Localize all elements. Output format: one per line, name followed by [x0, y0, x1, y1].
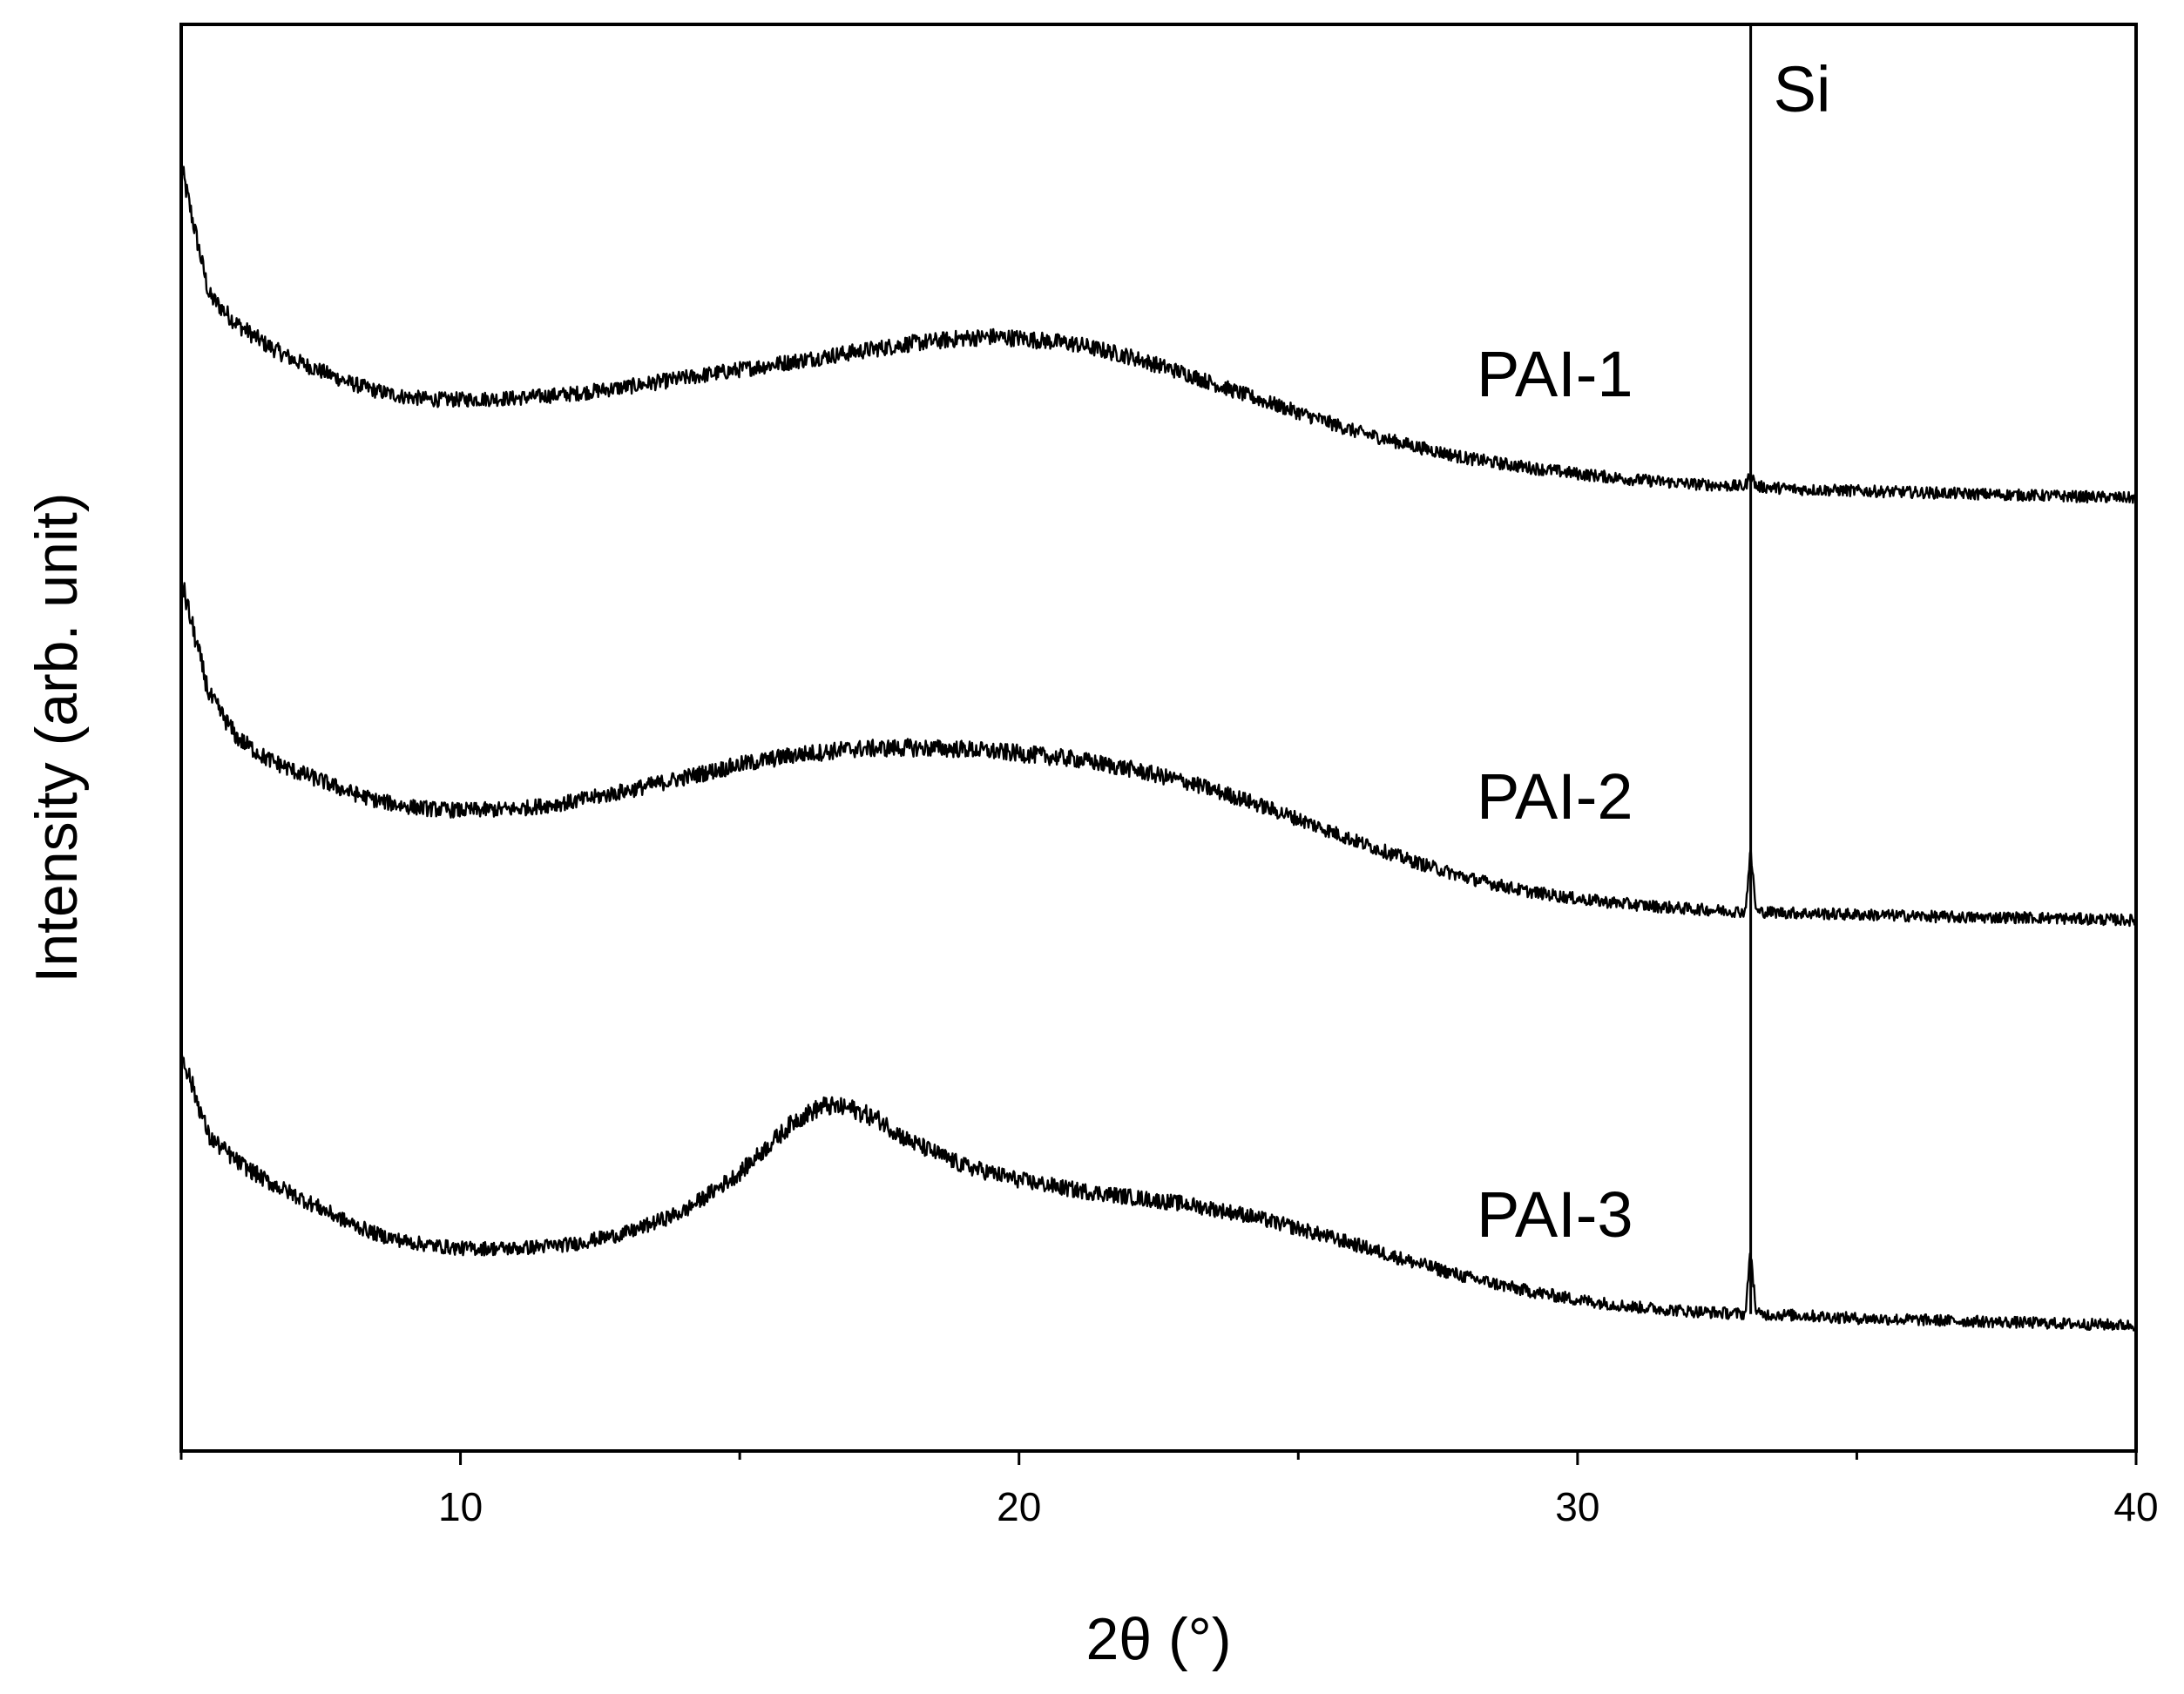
- x-tick-label: 30: [1555, 1484, 1599, 1529]
- y-axis-title: Intensity (arb. unit): [24, 492, 90, 982]
- series-line-pai-1: [179, 163, 2137, 504]
- series-line-pai-2: [179, 581, 2138, 928]
- x-tick-label: 40: [2113, 1484, 2158, 1529]
- x-tick-label: 20: [997, 1484, 1041, 1529]
- reference-layer: Si: [1749, 24, 1831, 1314]
- x-axis-title: 2θ (°): [1085, 1606, 1231, 1672]
- plot-area-frame: [179, 23, 2138, 1453]
- series-label-pai-2: PAI-2: [1477, 760, 1633, 833]
- x-tick-label: 10: [438, 1484, 483, 1529]
- x-axis-ticks: 10 20 30 40: [179, 1451, 2159, 1529]
- series-label-pai-1: PAI-1: [1477, 338, 1633, 410]
- series-labels: PAI-1 PAI-2 PAI-3: [1477, 338, 1633, 1251]
- series-label-pai-3: PAI-3: [1477, 1178, 1633, 1251]
- series-line-pai-3: [179, 1046, 2137, 1332]
- si-reference-label: Si: [1774, 53, 1831, 125]
- series-layer: [179, 163, 2138, 1332]
